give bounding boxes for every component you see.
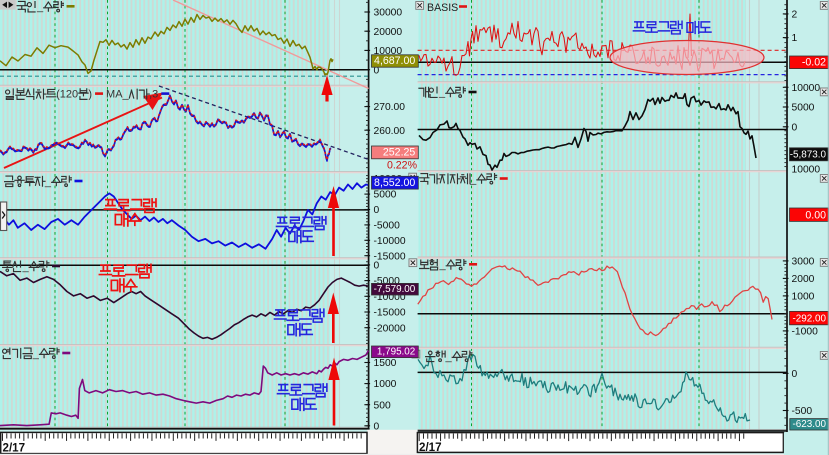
svg-text:-10000: -10000 xyxy=(374,292,406,303)
svg-text:_: _ xyxy=(444,351,452,363)
svg-text:-20000: -20000 xyxy=(374,323,406,334)
svg-text:0: 0 xyxy=(374,421,380,432)
svg-text:-623.00: -623.00 xyxy=(793,419,827,430)
svg-text:-15000: -15000 xyxy=(374,308,406,319)
svg-text:1000: 1000 xyxy=(374,379,397,390)
svg-text:2: 2 xyxy=(792,10,798,21)
svg-text:1000: 1000 xyxy=(792,292,815,303)
svg-text:_: _ xyxy=(36,1,44,13)
svg-text:-292.00: -292.00 xyxy=(793,314,827,325)
svg-text:-15000: -15000 xyxy=(374,251,406,262)
svg-text:0: 0 xyxy=(792,369,798,380)
svg-text:-0.02: -0.02 xyxy=(802,57,826,69)
svg-text:8,552.00: 8,552.00 xyxy=(374,177,415,189)
svg-text:-500: -500 xyxy=(792,406,813,417)
svg-text:2/17: 2/17 xyxy=(3,442,26,455)
svg-text:0: 0 xyxy=(792,122,798,133)
svg-text:BASIS: BASIS xyxy=(427,2,458,14)
svg-text:10000: 10000 xyxy=(792,165,821,176)
svg-text:1,795.02: 1,795.02 xyxy=(377,347,415,358)
svg-text:(120: (120 xyxy=(56,89,78,101)
svg-text:_: _ xyxy=(469,173,477,185)
svg-text:0: 0 xyxy=(374,261,380,272)
svg-text:): ) xyxy=(88,89,92,101)
svg-text:_: _ xyxy=(32,348,40,360)
svg-text:_: _ xyxy=(438,259,446,271)
svg-text:-10000: -10000 xyxy=(374,236,406,247)
svg-text:10000: 10000 xyxy=(792,83,821,94)
svg-text:,3: ,3 xyxy=(149,89,158,101)
svg-text:0: 0 xyxy=(374,205,380,216)
svg-text:2000: 2000 xyxy=(792,274,815,285)
svg-text:0: 0 xyxy=(374,65,380,76)
svg-text:500: 500 xyxy=(374,400,391,411)
svg-text:-5000: -5000 xyxy=(374,221,401,232)
svg-text:_: _ xyxy=(438,87,446,99)
svg-text:252.25: 252.25 xyxy=(383,147,416,159)
svg-text:-7,579.00: -7,579.00 xyxy=(374,284,416,295)
svg-text:270.00: 270.00 xyxy=(374,102,406,113)
svg-text:260.00: 260.00 xyxy=(374,126,406,137)
svg-text:0.22%: 0.22% xyxy=(387,159,418,171)
svg-text:30000: 30000 xyxy=(374,8,403,19)
svg-text:MA_: MA_ xyxy=(106,89,130,101)
svg-text:5000: 5000 xyxy=(374,190,397,201)
svg-text:_: _ xyxy=(44,176,52,188)
svg-text:1500: 1500 xyxy=(374,358,397,369)
svg-text:-5,873.0: -5,873.0 xyxy=(790,150,827,161)
svg-text:5000: 5000 xyxy=(792,103,815,114)
svg-text:3000: 3000 xyxy=(792,257,815,268)
svg-text:_: _ xyxy=(21,261,29,273)
svg-text:2/17: 2/17 xyxy=(419,441,442,454)
svg-text:-5000: -5000 xyxy=(374,276,401,287)
svg-text:1: 1 xyxy=(792,33,798,44)
svg-text:0.00: 0.00 xyxy=(805,209,826,221)
svg-text:-1000: -1000 xyxy=(792,327,819,338)
svg-text:20000: 20000 xyxy=(374,27,403,38)
svg-text:4,687.00: 4,687.00 xyxy=(374,55,415,67)
svg-text:10000: 10000 xyxy=(374,46,403,57)
